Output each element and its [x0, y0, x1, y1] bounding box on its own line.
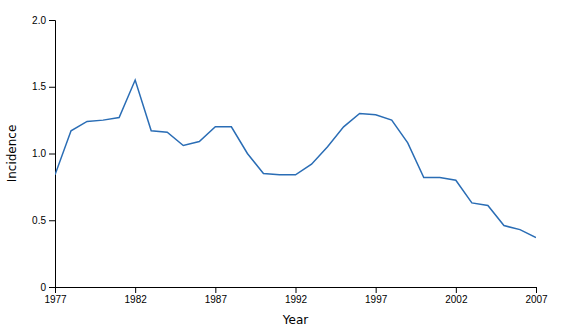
y-tick: 1.0: [32, 148, 55, 159]
x-tick-label: 1992: [285, 294, 308, 305]
y-tick-mark: [49, 154, 55, 155]
x-tick: 1992: [285, 287, 308, 305]
y-tick-mark: [49, 287, 55, 288]
y-tick-mark: [49, 20, 55, 21]
y-tick-mark: [49, 220, 55, 221]
y-tick: 2.0: [32, 15, 55, 26]
x-tick-mark: [536, 287, 537, 293]
x-tick-label: 2002: [445, 294, 468, 305]
x-tick-mark: [135, 287, 136, 293]
y-tick-label: 1.0: [32, 148, 46, 159]
x-tick-label: 1982: [125, 294, 148, 305]
x-axis-title: Year: [282, 313, 308, 327]
y-tick-label: 0.5: [32, 215, 46, 226]
chart: 1977 1982 1987 1992 1997 2002 2007 0 0.5 1.0 1.5 2.…: [0, 0, 561, 332]
x-axis-line: [56, 288, 537, 294]
plot: 1977 1982 1987 1992 1997 2002 2007 0 0.5 1.0 1.5 2.…: [32, 15, 548, 305]
x-tick: 1997: [365, 287, 388, 305]
x-tick-mark: [376, 287, 377, 293]
x-tick-mark: [215, 287, 216, 293]
line: [55, 80, 536, 238]
y-tick-label: 0: [40, 282, 46, 293]
y-tick-mark: [49, 87, 55, 88]
y-tick-label: 1.5: [32, 81, 46, 92]
y-axis-line: [49, 21, 56, 288]
x-tick-mark: [456, 287, 457, 293]
x-tick-label: 1977: [44, 294, 67, 305]
x-tick: 1987: [205, 287, 228, 305]
y-tick: 1.5: [32, 81, 55, 92]
x-axis: 1977 1982 1987 1992 1997 2002 2007: [44, 287, 548, 305]
x-tick: 1982: [125, 287, 148, 305]
x-tick: 2007: [525, 287, 548, 305]
x-tick: 2002: [445, 287, 468, 305]
y-tick: 0: [40, 282, 55, 293]
y-tick-label: 2.0: [32, 15, 46, 26]
x-tick-mark: [296, 287, 297, 293]
y-axis: 0 0.5 1.0 1.5 2.0: [32, 15, 55, 293]
y-axis-title: Incidence: [5, 125, 19, 183]
marks: [55, 80, 536, 238]
x-tick-label: 1987: [205, 294, 228, 305]
y-tick: 0.5: [32, 215, 55, 226]
x-tick: 1977: [44, 287, 67, 305]
x-tick-label: 1997: [365, 294, 388, 305]
x-tick-label: 2007: [525, 294, 548, 305]
